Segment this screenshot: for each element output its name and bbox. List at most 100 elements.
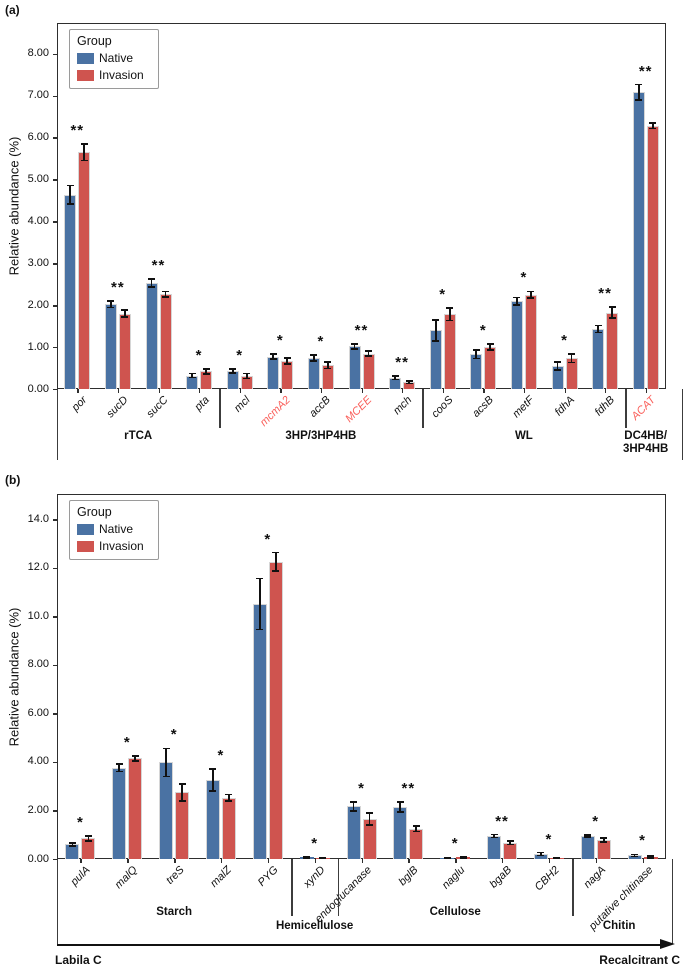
significance-marker: * bbox=[479, 322, 487, 340]
group-label: Cellulose bbox=[429, 906, 481, 918]
group-label: Hemicellulose bbox=[275, 920, 354, 932]
error-bar-cap-bottom bbox=[459, 856, 467, 859]
axis-bracket-right bbox=[672, 859, 674, 944]
error-bar-cap-top bbox=[229, 368, 237, 370]
error-bar-cap-bottom bbox=[121, 316, 129, 318]
y-tick-mark bbox=[53, 761, 57, 764]
y-tick-label: 8.00 bbox=[27, 658, 49, 671]
y-tick-mark bbox=[53, 263, 57, 265]
error-bar-cap-top bbox=[178, 783, 186, 785]
y-tick-mark bbox=[53, 137, 57, 139]
y-tick-mark bbox=[53, 713, 57, 715]
y-tick-label: 4.00 bbox=[27, 755, 49, 768]
error-bar-cap-bottom bbox=[513, 304, 521, 306]
error-bar-cap-bottom bbox=[608, 317, 616, 319]
error-bar-cap-bottom bbox=[188, 376, 196, 379]
error-bar-cap-bottom bbox=[446, 319, 454, 322]
error-bar-cap-bottom bbox=[635, 98, 643, 101]
error-bar bbox=[530, 291, 532, 299]
significance-marker: * bbox=[170, 726, 178, 744]
x-tick-mark bbox=[595, 859, 598, 863]
bar-native bbox=[348, 346, 361, 389]
y-tick-mark bbox=[53, 53, 57, 55]
error-bar bbox=[353, 343, 356, 349]
bar-native bbox=[205, 780, 220, 859]
y-tick-label: 2.00 bbox=[27, 803, 49, 816]
y-tick-label: 0.00 bbox=[27, 382, 49, 395]
error-bar-cap-bottom bbox=[256, 628, 264, 631]
bar-native bbox=[632, 92, 645, 389]
legend-item: Native bbox=[77, 51, 144, 65]
error-bar-cap-top bbox=[594, 324, 602, 327]
error-bar-cap-bottom bbox=[568, 361, 575, 364]
x-category-label: fdhA bbox=[552, 394, 577, 419]
group-divider bbox=[572, 859, 574, 916]
bar-invasion bbox=[128, 758, 143, 859]
x-category-label: accB bbox=[307, 394, 334, 420]
panel-b-label: (b) bbox=[5, 473, 21, 487]
legend: Group Native Invasion bbox=[69, 500, 159, 560]
error-bar-cap-top bbox=[584, 833, 592, 836]
significance-marker: ** bbox=[598, 285, 612, 303]
error-bar-cap-top bbox=[513, 296, 521, 299]
x-tick-mark bbox=[548, 859, 551, 863]
x-category-label: malQ bbox=[112, 864, 140, 892]
error-bar bbox=[274, 552, 277, 572]
bar-invasion bbox=[596, 839, 611, 859]
error-bar-cap-top bbox=[188, 372, 196, 375]
error-bar-cap-bottom bbox=[324, 367, 332, 370]
significance-marker: * bbox=[311, 834, 319, 852]
error-bar bbox=[327, 361, 329, 369]
legend-title: Group bbox=[77, 34, 112, 48]
group-divider bbox=[625, 389, 627, 428]
error-bar-cap-bottom bbox=[490, 836, 498, 839]
error-bar bbox=[205, 368, 207, 374]
error-bar-cap-bottom bbox=[283, 363, 291, 365]
error-bar-cap-top bbox=[131, 755, 139, 757]
x-category-label: sucC bbox=[144, 394, 171, 421]
error-bar-cap-top bbox=[272, 551, 280, 554]
significance-marker: * bbox=[592, 812, 600, 830]
error-bar-cap-top bbox=[310, 354, 318, 356]
significance-marker: ** bbox=[495, 812, 509, 830]
x-category-label: metF bbox=[510, 394, 537, 421]
error-bar-cap-bottom bbox=[366, 824, 373, 826]
y-tick-label: 6.00 bbox=[27, 130, 49, 143]
bar-invasion bbox=[268, 561, 283, 859]
x-tick-mark bbox=[455, 859, 457, 863]
bar-invasion bbox=[118, 313, 131, 389]
error-bar-cap-bottom bbox=[269, 358, 277, 361]
significance-marker: * bbox=[123, 733, 131, 751]
error-bar-cap-top bbox=[631, 853, 639, 856]
bar-invasion bbox=[159, 294, 172, 389]
error-bar-cap-bottom bbox=[432, 339, 440, 342]
y-tick-label: 4.00 bbox=[27, 214, 49, 227]
y-tick-label: 6.00 bbox=[27, 706, 49, 719]
x-tick-mark bbox=[280, 389, 282, 393]
bar-native bbox=[307, 357, 320, 389]
legend-item-label: Invasion bbox=[99, 539, 144, 553]
x-tick-mark bbox=[442, 389, 445, 393]
error-bar-cap-top bbox=[486, 343, 494, 345]
bar-native bbox=[580, 835, 595, 859]
bar-invasion bbox=[281, 360, 294, 389]
x-tick-mark bbox=[402, 389, 404, 393]
bar-invasion bbox=[524, 294, 537, 389]
error-bar-cap-bottom bbox=[631, 855, 639, 858]
error-bar bbox=[181, 783, 183, 801]
error-bar-cap-bottom bbox=[396, 810, 404, 813]
bar-invasion bbox=[362, 353, 375, 389]
group-label: Starch bbox=[156, 906, 192, 918]
bar-invasion bbox=[606, 312, 619, 389]
significance-marker: ** bbox=[354, 321, 369, 339]
group-divider bbox=[338, 859, 340, 916]
error-bar bbox=[245, 373, 248, 379]
error-bar-cap-top bbox=[391, 375, 399, 377]
error-bar-cap-bottom bbox=[148, 286, 155, 288]
x-tick-mark bbox=[523, 389, 526, 393]
significance-marker: ** bbox=[395, 354, 409, 371]
error-bar-cap-bottom bbox=[202, 373, 210, 375]
error-bar-cap-bottom bbox=[115, 770, 123, 773]
y-tick-label: 2.00 bbox=[27, 298, 49, 311]
error-bar-cap-top bbox=[80, 142, 88, 145]
